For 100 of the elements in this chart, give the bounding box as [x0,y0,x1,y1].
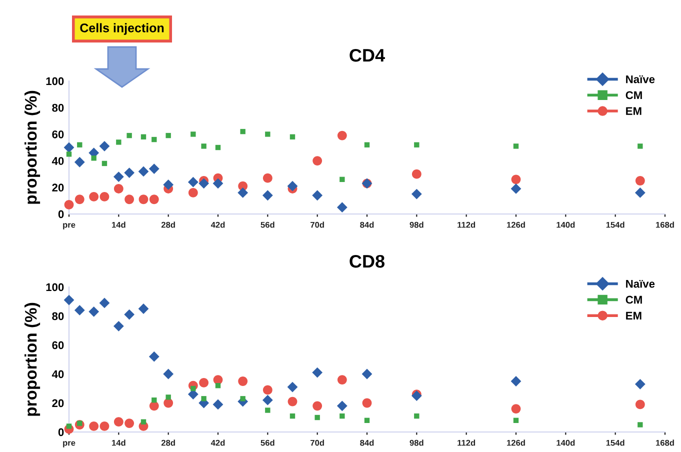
point [411,188,422,200]
legend-label: Naïve [626,280,655,288]
point [64,200,74,210]
point [113,320,124,332]
point [288,396,298,406]
point [100,421,110,431]
x-tick-label: 56d [260,440,274,446]
point [88,306,100,317]
point [638,422,643,428]
point [152,398,157,403]
point [163,180,174,190]
point [124,418,134,428]
x-tick-label: pre [63,223,76,230]
point [312,190,323,201]
x-tick-label: 56d [260,222,274,228]
point [414,142,420,148]
x-tick-label: 70d [310,222,324,228]
point [64,294,74,306]
y-tick-label: 80 [52,312,64,320]
point [240,128,246,134]
legend-label: CM [626,296,642,304]
point [140,134,146,140]
point [201,144,206,149]
point [513,144,519,149]
point [412,169,422,179]
point [124,194,134,204]
y-tick-label: 100 [46,283,64,292]
x-tick-label: 42d [210,440,225,446]
point [114,417,124,427]
point [364,418,370,423]
point [201,396,206,402]
point [362,368,372,380]
point [635,176,645,186]
point [635,400,645,410]
point [188,176,198,188]
x-tick-label: 126d [507,222,525,228]
point [166,132,171,138]
point [634,188,646,198]
point [238,188,248,198]
x-tick-label: 84d [360,222,374,228]
point [148,164,160,174]
point [510,376,522,386]
y-tick-label: 20 [52,399,64,408]
point [102,160,108,166]
point [240,396,246,402]
x-tick-label: 112d [458,440,476,446]
point [262,173,272,183]
y-tick-label: 20 [52,184,64,192]
x-tick-label: 126d [507,440,525,446]
point [148,351,160,362]
y-tick-label: 40 [52,370,64,378]
point [152,136,157,142]
point [89,421,99,431]
y-axis-title: proportion (%) [24,90,40,204]
x-tick-label: 154d [606,440,624,446]
x-tick-label: 168d [656,440,674,446]
x-tick-label: 14d [112,222,126,228]
point [138,304,149,314]
legend-label: EM [626,312,642,320]
point [238,376,248,386]
point [414,413,420,419]
x-tick-label: 168d [656,222,674,228]
point [262,394,273,406]
y-tick-label: 0 [58,428,64,436]
x-tick-label: 98d [410,440,424,446]
point [114,184,124,194]
point [149,194,159,204]
point [113,172,124,182]
point [336,202,348,213]
point [290,413,296,419]
point [166,394,171,400]
point [74,194,84,204]
point [290,134,296,140]
point [190,386,196,392]
point [212,178,224,189]
point [312,367,323,378]
y-tick-label: 60 [52,130,64,138]
point [511,404,521,414]
point [215,144,221,150]
point [64,142,74,153]
x-tick-label: 14d [112,440,126,446]
x-tick-label: 154d [606,222,624,228]
point [265,408,270,413]
chart-title: CD4 [350,48,385,62]
point [77,142,82,148]
point [312,401,322,411]
point [66,152,72,157]
point [262,190,273,201]
point [511,174,521,184]
point [99,298,110,308]
point [638,144,643,149]
point [138,194,148,204]
point [74,305,85,316]
point [99,140,110,152]
x-tick-label: 140d [556,440,575,446]
point [138,166,149,177]
point [336,400,348,412]
legend-label: EM [626,107,642,115]
x-tick-label: 70d [310,440,324,446]
point [212,399,224,410]
